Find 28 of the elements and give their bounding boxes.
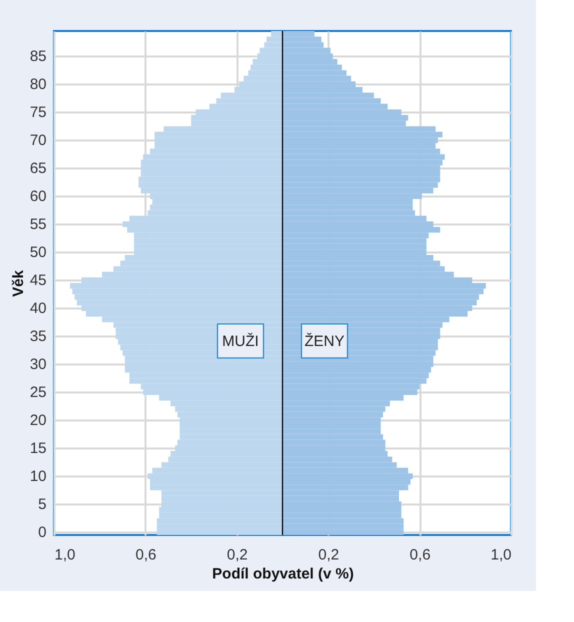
y-tick-label: 85 (30, 48, 46, 66)
y-tick-label: 45 (30, 272, 46, 290)
y-tick-label: 20 (30, 412, 46, 430)
y-tick-label: 55 (30, 216, 46, 234)
x-tick-label: 1,0 (490, 546, 512, 564)
series-label: ŽENY (304, 332, 345, 350)
y-tick-label: 35 (30, 328, 46, 346)
y-tick-label: 15 (30, 440, 46, 458)
x-tick-label: 0,6 (135, 546, 156, 564)
y-tick-label: 60 (30, 188, 46, 206)
y-tick-label: 10 (30, 468, 46, 486)
x-tick-label: 0,2 (318, 546, 340, 564)
y-tick-label: 5 (38, 496, 46, 514)
y-tick-label: 75 (30, 104, 46, 122)
x-tick-label: 1,0 (54, 546, 76, 564)
x-axis-title: Podíl obyvatel (v %) (212, 566, 354, 582)
y-tick-label: 70 (30, 132, 46, 150)
x-tick-label: 0,6 (410, 546, 431, 564)
x-tick-label: 0,2 (226, 546, 248, 564)
y-tick-label: 50 (30, 244, 46, 262)
y-tick-label: 40 (30, 300, 46, 318)
y-tick-label: 65 (30, 160, 46, 178)
y-axis-title: Věk (10, 270, 27, 297)
series-label: MUŽI (222, 332, 259, 350)
y-tick-label: 30 (30, 356, 46, 374)
y-tick-label: 80 (30, 76, 46, 94)
y-tick-label: 0 (38, 524, 46, 542)
y-tick-label: 25 (30, 384, 46, 402)
